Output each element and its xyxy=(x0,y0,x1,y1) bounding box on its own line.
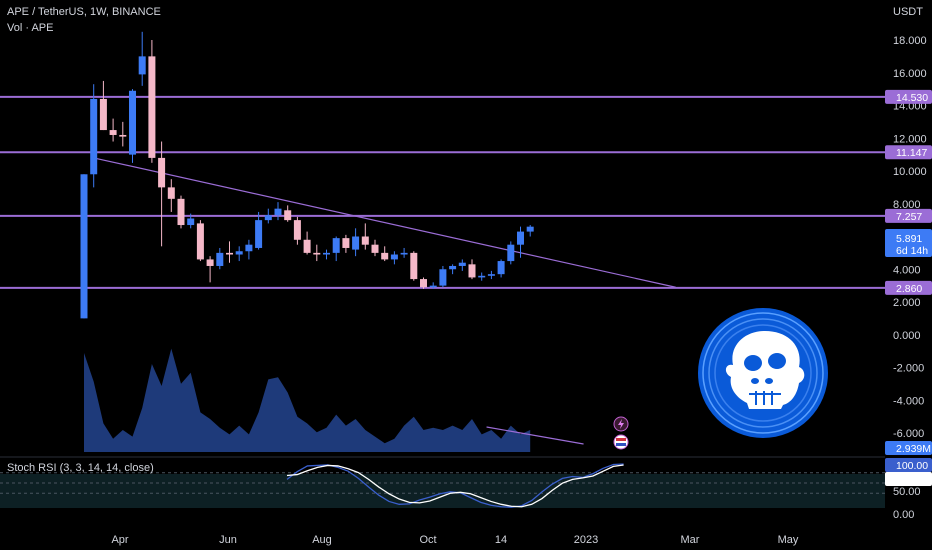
volume-label: Vol · APE xyxy=(7,22,53,34)
candle-body xyxy=(226,252,233,255)
candle-body xyxy=(245,244,253,252)
candle-body xyxy=(313,252,321,255)
rsi-tick-label: 50.00 xyxy=(893,486,921,498)
y-tick-label: 2.000 xyxy=(893,297,921,309)
y-tick-label: -2.000 xyxy=(893,363,924,375)
y-tick-label: 12.000 xyxy=(893,133,927,145)
candle-body xyxy=(507,244,515,262)
candle-body xyxy=(235,251,243,255)
x-tick-label: Mar xyxy=(681,534,700,546)
candle-body xyxy=(449,265,457,270)
rsi-tick-label: 0.00 xyxy=(893,509,914,521)
x-tick-label: Jun xyxy=(219,534,237,546)
candle-body xyxy=(284,210,292,221)
flag-event-icon[interactable] xyxy=(613,434,629,450)
time-to-close-label: 6d 14h xyxy=(896,245,928,257)
rsi-label: Stoch RSI (3, 3, 14, 14, close) xyxy=(7,462,154,474)
candle-body xyxy=(80,174,88,319)
trendline[interactable] xyxy=(93,157,676,288)
price-tag-label: 14.530 xyxy=(896,92,928,104)
current-price-label: 5.891 xyxy=(896,233,922,245)
candle-body xyxy=(323,252,330,255)
rsi-d-tag xyxy=(885,472,932,486)
candle-body xyxy=(468,264,476,278)
candle-body xyxy=(429,285,437,288)
candle-body xyxy=(255,220,263,248)
rsi-k-tag-label: 100.00 xyxy=(896,460,928,472)
x-tick-label: Aug xyxy=(312,534,332,546)
volume-area xyxy=(84,348,531,452)
price-tag xyxy=(885,89,932,104)
y-tick-label: -6.000 xyxy=(893,428,924,440)
candle-body xyxy=(196,223,204,260)
x-tick-label: May xyxy=(778,534,799,546)
rsi-d-tag-label: 98.27 xyxy=(896,474,922,486)
candle-body xyxy=(303,239,311,253)
currency-label: USDT xyxy=(893,6,923,18)
ape-logo xyxy=(698,308,828,438)
x-tick-label: Apr xyxy=(111,534,128,546)
x-tick-label: 2023 xyxy=(574,534,598,546)
rsi-k-tag xyxy=(885,458,932,472)
candle-body xyxy=(138,56,146,75)
current-price-tag xyxy=(885,229,932,257)
candle-body xyxy=(410,252,418,280)
candle-body xyxy=(371,244,379,253)
y-tick-label: 0.000 xyxy=(893,330,921,342)
candle-body xyxy=(332,238,340,253)
price-tag-label: 2.860 xyxy=(896,283,922,295)
candle-body xyxy=(381,252,389,260)
price-tag xyxy=(885,145,932,160)
candle-body xyxy=(274,208,282,216)
candle-body xyxy=(119,134,127,137)
candle-body xyxy=(439,269,447,286)
candle-body xyxy=(129,90,136,155)
candle-body xyxy=(517,231,524,245)
candle-body xyxy=(487,274,495,276)
candle-body xyxy=(293,220,301,240)
y-tick-label: 16.000 xyxy=(893,68,927,80)
candle-body xyxy=(148,56,156,158)
y-tick-label: -4.000 xyxy=(893,395,924,407)
candle-body xyxy=(109,130,117,135)
price-tag xyxy=(885,208,932,223)
candle-body xyxy=(90,98,98,175)
candle-body xyxy=(420,279,427,288)
rsi-d-line xyxy=(286,464,624,508)
price-tag-label: 11.147 xyxy=(896,147,927,159)
rsi-band xyxy=(0,474,885,508)
candle-body xyxy=(361,236,369,245)
candle-body xyxy=(99,98,107,131)
y-tick-label: 4.000 xyxy=(893,264,921,276)
candle-body xyxy=(352,236,360,250)
volume-trendline[interactable] xyxy=(486,426,584,445)
candle-body xyxy=(187,218,195,226)
candle-body xyxy=(478,275,486,278)
candle-body xyxy=(167,187,175,199)
candle-body xyxy=(158,157,166,188)
candle-body xyxy=(206,259,214,266)
candle-body xyxy=(526,226,534,232)
candle-body xyxy=(458,262,466,266)
y-tick-label: 10.000 xyxy=(893,166,927,178)
candle-body xyxy=(390,254,398,260)
candle-body xyxy=(497,261,505,275)
candle-body xyxy=(216,252,224,266)
y-tick-label: 8.000 xyxy=(893,199,921,211)
candle-body xyxy=(264,215,272,221)
chart-title: APE / TetherUS, 1W, BINANCE xyxy=(7,6,161,18)
price-tag xyxy=(885,280,932,295)
x-tick-label: Oct xyxy=(419,534,436,546)
candle-body xyxy=(177,198,185,226)
lightning-event-icon[interactable] xyxy=(613,416,629,432)
candle-body xyxy=(342,238,350,248)
y-tick-label: 18.000 xyxy=(893,35,927,47)
price-tag-label: 7.257 xyxy=(896,211,922,223)
candle-body xyxy=(400,252,408,255)
x-tick-label: 14 xyxy=(495,534,507,546)
volume-tag-label: 2.939M xyxy=(896,443,931,455)
volume-tag xyxy=(885,441,932,455)
